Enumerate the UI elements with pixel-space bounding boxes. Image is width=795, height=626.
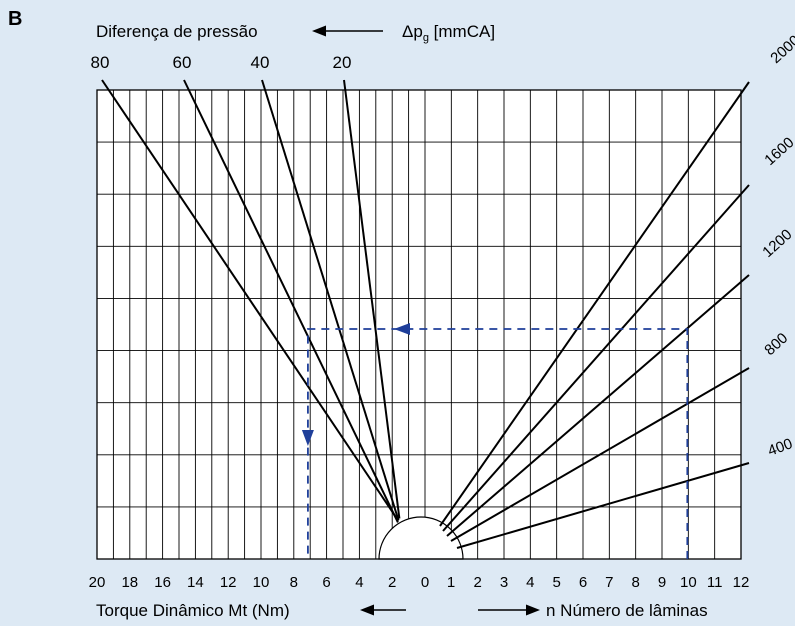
speed-line: [446, 274, 750, 537]
speed-tick-label: 1600: [761, 134, 795, 169]
hub-semicircle: [378, 516, 464, 560]
bottom-left-arrow-head: [360, 604, 374, 616]
torque-tick-label: 20: [89, 574, 106, 591]
blade-tick-label: 6: [579, 574, 587, 591]
blade-tick-label: 8: [631, 574, 639, 591]
blade-tick-label: 9: [658, 574, 666, 591]
torque-tick-label: 2: [388, 574, 396, 591]
hub: [378, 516, 464, 560]
speed-tick-label: 2000: [767, 32, 795, 67]
torque-tick-label: 8: [290, 574, 298, 591]
torque-tick-label: 0: [421, 574, 429, 591]
torque-tick-label: 12: [220, 574, 237, 591]
pressure-line: [261, 79, 400, 521]
outer-lines: [101, 79, 750, 549]
example-arrow-left: [394, 323, 410, 335]
pressure-tick-label: 40: [251, 53, 270, 72]
torque-tick-label: 16: [154, 574, 171, 591]
top-axis-unit: Δpg [mmCA]: [402, 22, 495, 44]
pressure-tick-label: 80: [91, 53, 110, 72]
speed-line: [456, 462, 750, 549]
blade-tick-label: 10: [680, 574, 697, 591]
example-dashed-path: [307, 328, 689, 559]
speed-tick-label: 1200: [759, 226, 795, 261]
torque-tick-label: 4: [355, 574, 363, 591]
top-axis-arrow-head: [312, 25, 326, 37]
torque-tick-label: 18: [121, 574, 138, 591]
plot-background: [97, 90, 741, 559]
speed-line: [439, 81, 750, 527]
plot-frame: [96, 89, 742, 560]
blade-tick-label: 1: [447, 574, 455, 591]
panel-letter: B: [8, 8, 23, 30]
pressure-tick-label: 20: [333, 53, 352, 72]
speed-line: [450, 367, 750, 542]
blade-tick-label: 11: [707, 574, 723, 591]
torque-tick-label: 10: [253, 574, 270, 591]
blade-tick-label: 2: [473, 574, 481, 591]
torque-tick-label: 14: [187, 574, 204, 591]
blade-tick-label: 12: [733, 574, 750, 591]
speed-tick-label: 400: [766, 435, 795, 460]
example-arrow-down: [301, 430, 314, 446]
pressure-line: [183, 79, 399, 523]
speed-line: [442, 184, 750, 532]
blade-tick-label: 4: [526, 574, 534, 591]
bottom-right-axis-label: n Número de lâminas: [546, 601, 708, 620]
top-axis-label: Diferença de pressão: [96, 22, 258, 41]
pressure-tick-label: 60: [173, 53, 192, 72]
blade-tick-label: 7: [605, 574, 613, 591]
blade-tick-label: 3: [500, 574, 508, 591]
blade-tick-label: 5: [552, 574, 560, 591]
torque-tick-label: 6: [322, 574, 330, 591]
grid: [97, 90, 741, 559]
bottom-right-arrow-head: [526, 604, 540, 616]
bottom-left-axis-label: Torque Dinâmico Mt (Nm): [96, 601, 290, 620]
pressure-line: [101, 79, 400, 522]
pressure-line: [343, 79, 401, 519]
speed-tick-label: 800: [761, 330, 791, 359]
example-path: [301, 323, 689, 559]
